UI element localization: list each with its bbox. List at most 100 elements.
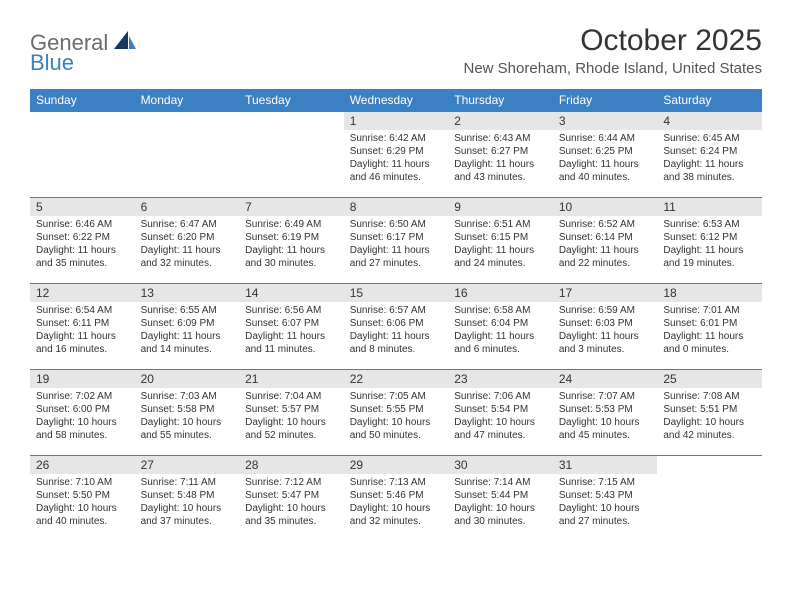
day-number: 13 <box>135 284 240 302</box>
day-details: Sunrise: 6:57 AMSunset: 6:06 PMDaylight:… <box>344 302 449 358</box>
weekday-header: Thursday <box>448 89 553 112</box>
daylight-text: Daylight: 11 hours and 14 minutes. <box>141 330 234 356</box>
calendar-day-cell: 10Sunrise: 6:52 AMSunset: 6:14 PMDayligh… <box>553 198 658 284</box>
calendar-day-cell: 20Sunrise: 7:03 AMSunset: 5:58 PMDayligh… <box>135 370 240 456</box>
daylight-text: Daylight: 11 hours and 24 minutes. <box>454 244 547 270</box>
daylight-text: Daylight: 11 hours and 32 minutes. <box>141 244 234 270</box>
sunrise-text: Sunrise: 6:54 AM <box>36 304 129 317</box>
day-number: 8 <box>344 198 449 216</box>
sunrise-text: Sunrise: 6:56 AM <box>245 304 338 317</box>
calendar-day-cell: 17Sunrise: 6:59 AMSunset: 6:03 PMDayligh… <box>553 284 658 370</box>
daylight-text: Daylight: 11 hours and 16 minutes. <box>36 330 129 356</box>
day-number: 28 <box>239 456 344 474</box>
day-details: Sunrise: 7:03 AMSunset: 5:58 PMDaylight:… <box>135 388 240 444</box>
day-details: Sunrise: 7:10 AMSunset: 5:50 PMDaylight:… <box>30 474 135 530</box>
calendar-day-cell: 11Sunrise: 6:53 AMSunset: 6:12 PMDayligh… <box>657 198 762 284</box>
day-details: Sunrise: 6:45 AMSunset: 6:24 PMDaylight:… <box>657 130 762 186</box>
weekday-header: Wednesday <box>344 89 449 112</box>
calendar-day-cell: 15Sunrise: 6:57 AMSunset: 6:06 PMDayligh… <box>344 284 449 370</box>
calendar-day-cell: 21Sunrise: 7:04 AMSunset: 5:57 PMDayligh… <box>239 370 344 456</box>
day-details: Sunrise: 7:12 AMSunset: 5:47 PMDaylight:… <box>239 474 344 530</box>
day-details: Sunrise: 6:46 AMSunset: 6:22 PMDaylight:… <box>30 216 135 272</box>
day-details: Sunrise: 6:42 AMSunset: 6:29 PMDaylight:… <box>344 130 449 186</box>
day-details: Sunrise: 7:02 AMSunset: 6:00 PMDaylight:… <box>30 388 135 444</box>
day-details: Sunrise: 6:49 AMSunset: 6:19 PMDaylight:… <box>239 216 344 272</box>
day-number: 9 <box>448 198 553 216</box>
sunset-text: Sunset: 6:12 PM <box>663 231 756 244</box>
calendar-day-cell: 9Sunrise: 6:51 AMSunset: 6:15 PMDaylight… <box>448 198 553 284</box>
day-number: 17 <box>553 284 658 302</box>
calendar-day-cell <box>239 112 344 198</box>
sunset-text: Sunset: 6:07 PM <box>245 317 338 330</box>
daylight-text: Daylight: 10 hours and 50 minutes. <box>350 416 443 442</box>
sunrise-text: Sunrise: 6:42 AM <box>350 132 443 145</box>
day-number: 19 <box>30 370 135 388</box>
month-title: October 2025 <box>464 24 763 58</box>
day-details: Sunrise: 7:05 AMSunset: 5:55 PMDaylight:… <box>344 388 449 444</box>
sunset-text: Sunset: 6:09 PM <box>141 317 234 330</box>
day-number: 23 <box>448 370 553 388</box>
weekday-header-row: Sunday Monday Tuesday Wednesday Thursday… <box>30 89 762 112</box>
sunset-text: Sunset: 5:53 PM <box>559 403 652 416</box>
day-details: Sunrise: 6:43 AMSunset: 6:27 PMDaylight:… <box>448 130 553 186</box>
daylight-text: Daylight: 10 hours and 42 minutes. <box>663 416 756 442</box>
sunrise-text: Sunrise: 7:06 AM <box>454 390 547 403</box>
sunset-text: Sunset: 6:11 PM <box>36 317 129 330</box>
daylight-text: Daylight: 11 hours and 46 minutes. <box>350 158 443 184</box>
sunrise-text: Sunrise: 7:12 AM <box>245 476 338 489</box>
day-number: 1 <box>344 112 449 130</box>
sunset-text: Sunset: 6:15 PM <box>454 231 547 244</box>
day-number: 22 <box>344 370 449 388</box>
calendar-week-row: 5Sunrise: 6:46 AMSunset: 6:22 PMDaylight… <box>30 198 762 284</box>
sunset-text: Sunset: 5:46 PM <box>350 489 443 502</box>
sunrise-text: Sunrise: 6:47 AM <box>141 218 234 231</box>
sail-icon <box>114 31 136 56</box>
daylight-text: Daylight: 11 hours and 8 minutes. <box>350 330 443 356</box>
calendar-day-cell: 27Sunrise: 7:11 AMSunset: 5:48 PMDayligh… <box>135 456 240 542</box>
calendar-day-cell: 6Sunrise: 6:47 AMSunset: 6:20 PMDaylight… <box>135 198 240 284</box>
day-number: 12 <box>30 284 135 302</box>
sunset-text: Sunset: 6:20 PM <box>141 231 234 244</box>
calendar-day-cell: 1Sunrise: 6:42 AMSunset: 6:29 PMDaylight… <box>344 112 449 198</box>
calendar-day-cell: 16Sunrise: 6:58 AMSunset: 6:04 PMDayligh… <box>448 284 553 370</box>
sunrise-text: Sunrise: 6:58 AM <box>454 304 547 317</box>
calendar-table: Sunday Monday Tuesday Wednesday Thursday… <box>30 89 762 542</box>
calendar-day-cell: 13Sunrise: 6:55 AMSunset: 6:09 PMDayligh… <box>135 284 240 370</box>
day-number: 2 <box>448 112 553 130</box>
calendar-day-cell: 4Sunrise: 6:45 AMSunset: 6:24 PMDaylight… <box>657 112 762 198</box>
day-details: Sunrise: 6:58 AMSunset: 6:04 PMDaylight:… <box>448 302 553 358</box>
day-number: 26 <box>30 456 135 474</box>
sunset-text: Sunset: 6:06 PM <box>350 317 443 330</box>
day-number: 30 <box>448 456 553 474</box>
calendar-day-cell: 18Sunrise: 7:01 AMSunset: 6:01 PMDayligh… <box>657 284 762 370</box>
day-details: Sunrise: 7:15 AMSunset: 5:43 PMDaylight:… <box>553 474 658 530</box>
day-details: Sunrise: 6:47 AMSunset: 6:20 PMDaylight:… <box>135 216 240 272</box>
day-number: 4 <box>657 112 762 130</box>
daylight-text: Daylight: 10 hours and 30 minutes. <box>454 502 547 528</box>
sunrise-text: Sunrise: 7:05 AM <box>350 390 443 403</box>
day-details: Sunrise: 7:06 AMSunset: 5:54 PMDaylight:… <box>448 388 553 444</box>
sunset-text: Sunset: 5:58 PM <box>141 403 234 416</box>
sunset-text: Sunset: 6:27 PM <box>454 145 547 158</box>
sunrise-text: Sunrise: 7:03 AM <box>141 390 234 403</box>
daylight-text: Daylight: 11 hours and 40 minutes. <box>559 158 652 184</box>
daylight-text: Daylight: 11 hours and 19 minutes. <box>663 244 756 270</box>
calendar-week-row: 1Sunrise: 6:42 AMSunset: 6:29 PMDaylight… <box>30 112 762 198</box>
day-number: 16 <box>448 284 553 302</box>
sunset-text: Sunset: 5:48 PM <box>141 489 234 502</box>
calendar-day-cell: 19Sunrise: 7:02 AMSunset: 6:00 PMDayligh… <box>30 370 135 456</box>
calendar-day-cell: 23Sunrise: 7:06 AMSunset: 5:54 PMDayligh… <box>448 370 553 456</box>
sunset-text: Sunset: 6:25 PM <box>559 145 652 158</box>
weekday-header: Friday <box>553 89 658 112</box>
day-number: 14 <box>239 284 344 302</box>
day-details: Sunrise: 7:14 AMSunset: 5:44 PMDaylight:… <box>448 474 553 530</box>
sunrise-text: Sunrise: 6:59 AM <box>559 304 652 317</box>
sunset-text: Sunset: 5:57 PM <box>245 403 338 416</box>
daylight-text: Daylight: 10 hours and 45 minutes. <box>559 416 652 442</box>
daylight-text: Daylight: 11 hours and 43 minutes. <box>454 158 547 184</box>
sunset-text: Sunset: 5:54 PM <box>454 403 547 416</box>
sunset-text: Sunset: 6:17 PM <box>350 231 443 244</box>
sunrise-text: Sunrise: 7:02 AM <box>36 390 129 403</box>
calendar-day-cell: 31Sunrise: 7:15 AMSunset: 5:43 PMDayligh… <box>553 456 658 542</box>
day-number: 21 <box>239 370 344 388</box>
